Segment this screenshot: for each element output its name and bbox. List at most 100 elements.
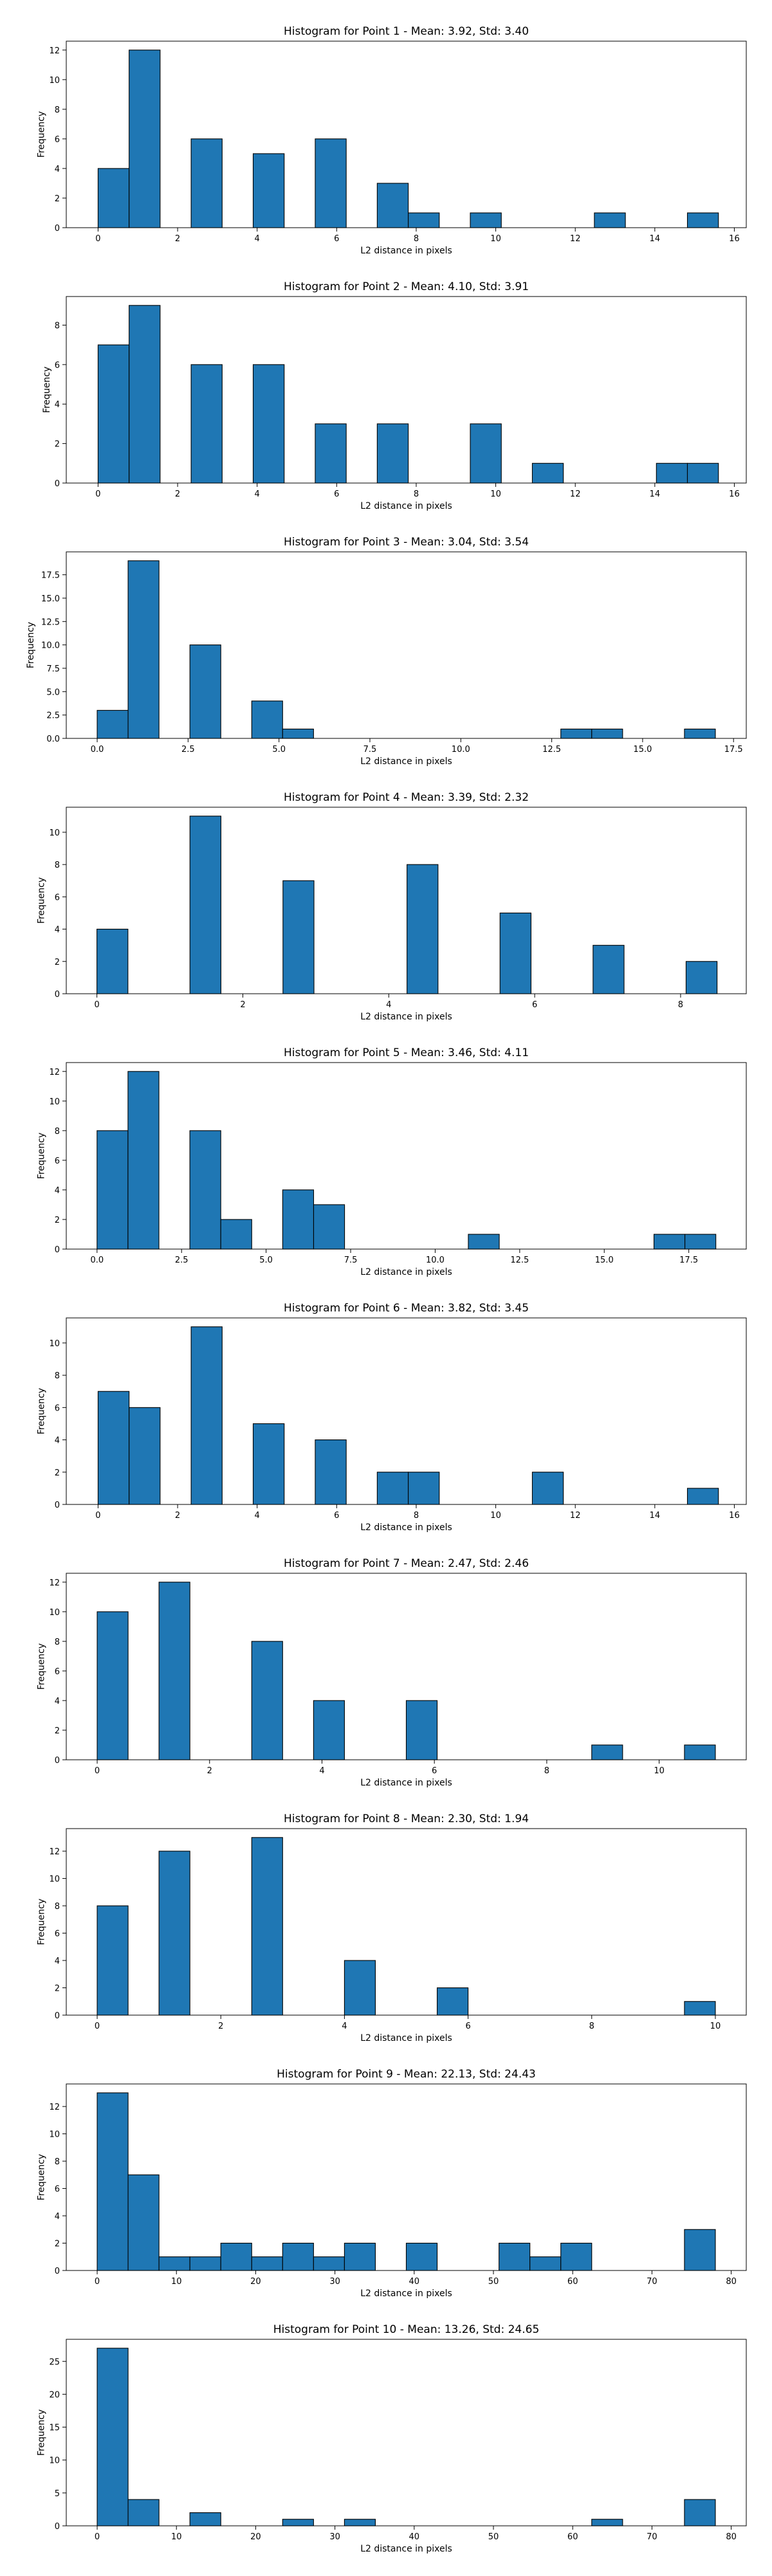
y-tick-label: 2 (55, 194, 60, 204)
axes-frame (66, 1317, 747, 1505)
x-tick-label: 2 (175, 489, 180, 499)
histogram-panel-7: Histogram for Point 7 - Mean: 2.47, Std:… (37, 1557, 747, 1788)
x-tick-label: 17.5 (724, 745, 743, 754)
x-tick-label: 5.0 (272, 745, 286, 754)
y-tick-label: 10 (49, 1875, 60, 1885)
axes-frame (66, 551, 747, 739)
x-tick-label: 0 (95, 2022, 100, 2031)
x-tick-label: 4 (386, 1000, 391, 1010)
x-tick-label: 16 (729, 234, 740, 244)
y-tick-label: 4 (55, 400, 60, 410)
x-tick-label: 4 (255, 1511, 260, 1521)
histogram-bar (96, 2348, 129, 2526)
y-tick-label: 10 (49, 828, 60, 838)
y-tick-label: 4 (55, 1436, 60, 1446)
histogram-bar (591, 1744, 623, 1760)
y-tick-label: 6 (55, 1403, 60, 1413)
histogram-bar (189, 644, 221, 739)
histogram-bar (251, 1641, 283, 1760)
histogram-bar (97, 344, 130, 484)
histogram-bar (96, 1130, 129, 1250)
histogram-bar (127, 1071, 160, 1250)
x-tick-label: 50 (488, 2532, 499, 2542)
x-tick-label: 6 (334, 234, 339, 244)
histogram-bar (468, 1234, 500, 1250)
y-tick-label: 6 (55, 2185, 60, 2195)
y-axis-label: Frequency (37, 1899, 47, 1945)
x-tick-label: 15.0 (633, 745, 652, 754)
chart-title: Histogram for Point 9 - Mean: 22.13, Std… (277, 2068, 536, 2081)
y-tick-label: 12 (49, 2103, 60, 2112)
axes-frame (66, 41, 747, 228)
x-tick-label: 40 (409, 2277, 420, 2287)
x-tick-label: 4 (255, 489, 260, 499)
x-tick-label: 5.0 (259, 1256, 273, 1265)
y-axis-label: Frequency (42, 367, 52, 413)
histogram-bar (344, 2519, 376, 2526)
y-tick-label: 0 (55, 224, 60, 233)
y-tick-label: 8 (55, 1902, 60, 1912)
x-tick-label: 6 (532, 1000, 537, 1010)
y-tick-label: 15 (49, 2424, 60, 2433)
y-tick-label: 6 (55, 1156, 60, 1166)
y-tick-label: 10 (49, 2130, 60, 2140)
histogram-bar (684, 728, 716, 739)
histogram-bar (405, 2242, 438, 2271)
x-axis-label: L2 distance in pixels (360, 2544, 452, 2554)
y-tick-label: 8 (55, 321, 60, 331)
x-tick-label: 60 (567, 2277, 578, 2287)
x-tick-label: 4 (319, 1766, 324, 1776)
histogram-bar (252, 153, 285, 228)
x-tick-label: 8 (414, 1511, 419, 1521)
y-tick-label: 6 (55, 1930, 60, 1939)
y-tick-label: 12 (49, 1847, 60, 1857)
histogram-bar (313, 1204, 345, 1250)
y-tick-label: 25 (49, 2357, 60, 2367)
x-tick-label: 10 (654, 1766, 665, 1776)
y-tick-label: 0 (55, 479, 60, 489)
histogram-bar (127, 2499, 160, 2526)
x-axis-label: L2 distance in pixels (360, 501, 452, 511)
histogram-bar (686, 1488, 719, 1505)
y-tick-label: 4 (55, 926, 60, 935)
histogram-panel-9: Histogram for Point 9 - Mean: 22.13, Std… (37, 2068, 747, 2299)
y-tick-label: 4 (55, 1697, 60, 1706)
histogram-bar (470, 212, 502, 228)
y-axis-label: Frequency (37, 2409, 47, 2456)
x-tick-label: 2.5 (181, 745, 195, 754)
x-tick-label: 2 (207, 1766, 212, 1776)
histogram-bar (407, 864, 439, 994)
axes-frame (66, 1573, 747, 1760)
histogram-bar (560, 728, 593, 739)
x-tick-label: 0 (95, 1766, 100, 1776)
y-axis-label: Frequency (37, 111, 47, 158)
histogram-bar (593, 945, 625, 994)
histogram-bar (129, 50, 161, 228)
y-axis-label: Frequency (26, 622, 36, 668)
histogram-bar (282, 2519, 314, 2526)
x-tick-label: 2 (240, 1000, 245, 1010)
y-tick-label: 8 (55, 2157, 60, 2167)
histogram-bar (220, 1219, 252, 1250)
histogram-panel-5: Histogram for Point 5 - Mean: 3.46, Std:… (37, 1046, 747, 1277)
x-tick-label: 12 (570, 489, 581, 499)
x-tick-label: 8 (589, 2022, 594, 2031)
histogram-bar (684, 2229, 716, 2271)
x-axis-label: L2 distance in pixels (360, 2288, 452, 2299)
histogram-bar (344, 1960, 376, 2016)
y-tick-label: 2 (55, 1984, 60, 1994)
y-tick-label: 4 (55, 165, 60, 174)
x-tick-label: 30 (329, 2277, 340, 2287)
y-axis-label: Frequency (37, 2154, 47, 2200)
x-tick-label: 17.5 (679, 1256, 698, 1265)
histogram-bar (251, 2256, 283, 2271)
x-tick-label: 0 (94, 1000, 99, 1010)
y-tick-label: 0 (55, 1501, 60, 1510)
y-tick-label: 0 (55, 2011, 60, 2021)
histogram-bar (96, 2092, 129, 2271)
x-tick-label: 4 (255, 234, 260, 244)
histogram-bar (127, 560, 160, 739)
y-tick-label: 0.0 (46, 735, 60, 744)
histogram-bar (684, 2499, 716, 2526)
x-tick-label: 12.5 (542, 745, 561, 754)
